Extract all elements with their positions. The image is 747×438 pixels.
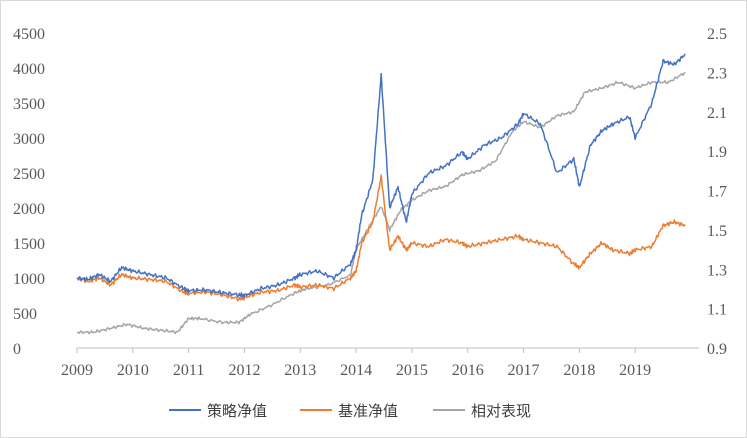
y-right-tick-label: 1.7 xyxy=(707,184,727,201)
x-tick-label: 2019 xyxy=(619,362,651,379)
plot-area xyxy=(76,53,686,335)
y-right-tick-label: 1.3 xyxy=(707,262,727,279)
x-tick-label: 2015 xyxy=(396,362,428,379)
legend-label-2: 相对表现 xyxy=(471,402,531,420)
y-right-tick-label: 2.5 xyxy=(707,26,727,43)
x-tick-label: 2014 xyxy=(340,362,372,379)
x-tick-label: 2011 xyxy=(173,362,204,379)
y-left-tick-label: 0 xyxy=(13,341,21,358)
y-left-tick-label: 3500 xyxy=(13,96,45,113)
y-right-tick-label: 0.9 xyxy=(707,341,727,358)
y-right-tick-label: 2.1 xyxy=(707,105,727,122)
y-left-tick-label: 3000 xyxy=(13,131,45,148)
x-tick-label: 2012 xyxy=(228,362,260,379)
y-left-tick-label: 4000 xyxy=(13,61,45,78)
series-line-0 xyxy=(76,53,686,299)
axes: 2009 2010 2011 2012 2013 2014 2015 2016 2017 2018… xyxy=(13,26,727,379)
y-right-tick-label: 1.9 xyxy=(707,144,727,161)
x-tick-label: 2016 xyxy=(452,362,484,379)
x-tick-label: 2013 xyxy=(284,362,316,379)
series-line-1 xyxy=(76,174,686,302)
y-right-tick-label: 1.1 xyxy=(707,302,727,319)
y-left-tick-label: 2000 xyxy=(13,201,45,218)
x-tick-label: 2010 xyxy=(117,362,149,379)
x-tick-label: 2009 xyxy=(61,362,93,379)
y-left-tick-label: 2500 xyxy=(13,166,45,183)
legend: 策略净值 基准净值 相对表现 xyxy=(169,402,531,420)
y-left-tick-label: 500 xyxy=(13,306,37,323)
legend-label-0: 策略净值 xyxy=(207,402,267,420)
x-tick-label: 2017 xyxy=(508,362,540,379)
y-right-tick-label: 2.3 xyxy=(707,65,727,82)
series-line-2 xyxy=(76,71,686,335)
y-left-tick-label: 1000 xyxy=(13,271,45,288)
y-left-tick-label: 4500 xyxy=(13,26,45,43)
y-right-tick-label: 1.5 xyxy=(707,223,727,240)
legend-label-1: 基准净值 xyxy=(338,402,398,420)
y-left-tick-label: 1500 xyxy=(13,236,45,253)
x-tick-label: 2018 xyxy=(563,362,595,379)
